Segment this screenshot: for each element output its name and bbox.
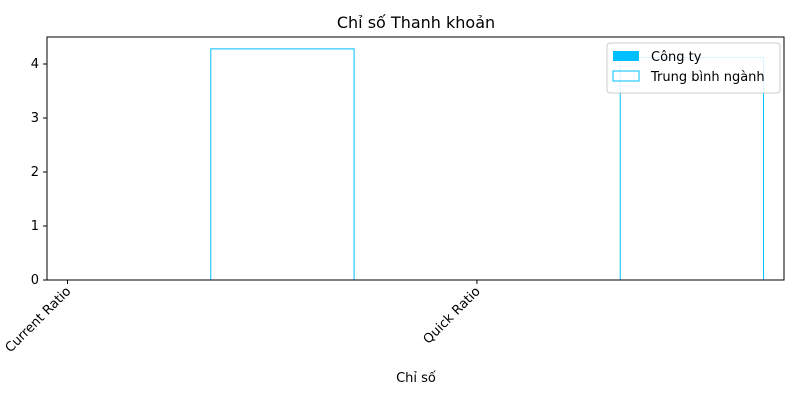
bar-industry-avg-current-ratio xyxy=(210,48,355,281)
legend-swatch-company xyxy=(613,51,639,61)
legend-label-company: Công ty xyxy=(651,50,702,65)
y-tick-label: 4 xyxy=(31,57,39,72)
plot-frame xyxy=(46,36,785,281)
legend-swatch-industry-avg xyxy=(612,70,640,82)
x-tick-label: Current Ratio xyxy=(3,284,75,356)
y-tick-label: 2 xyxy=(31,165,39,180)
legend-label-industry-avg: Trung bình ngành xyxy=(650,70,765,85)
chart-title: Chỉ số Thanh khoản xyxy=(337,13,495,32)
y-tick-label: 1 xyxy=(31,219,39,234)
y-tick-label: 0 xyxy=(31,273,39,288)
axes-group xyxy=(46,36,785,281)
y-tick-label: 3 xyxy=(31,111,39,126)
x-axis-label: Chỉ số xyxy=(396,371,436,386)
legend-box xyxy=(606,42,781,94)
y-ticks-group: 0 1 2 3 4 xyxy=(31,57,47,288)
x-tick-label: Quick Ratio xyxy=(421,284,484,347)
legend: Công ty Trung bình ngành xyxy=(606,42,781,94)
x-ticks-group: Current Ratio Quick Ratio xyxy=(3,280,484,356)
